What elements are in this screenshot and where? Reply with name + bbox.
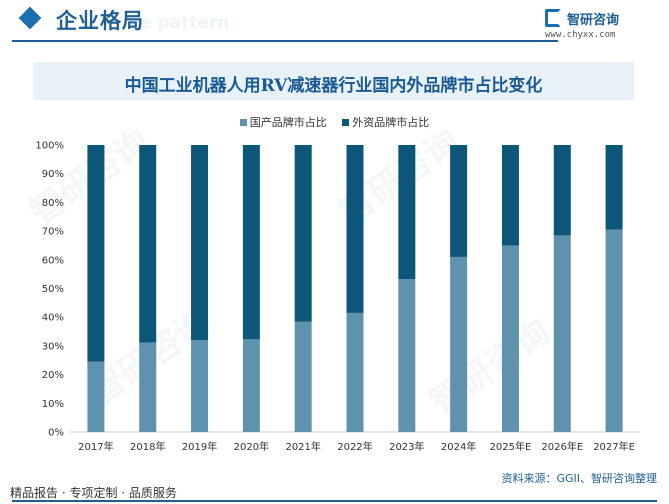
section-subtitle: e pattern [140,13,230,33]
y-tick-label: 60% [42,255,64,266]
bar-domestic [398,279,416,432]
brand-url: www.chyxx.com [545,30,616,40]
bar-domestic [501,245,519,432]
bar-domestic [346,312,364,432]
bar-foreign [294,145,312,322]
y-tick-label: 30% [42,341,64,352]
y-tick-label: 50% [42,284,64,295]
bar-foreign [501,145,519,246]
legend-label-domestic: 国产品牌市占比 [249,116,327,129]
y-tick-label: 20% [42,370,64,381]
legend-swatch-domestic [239,119,247,126]
legend-swatch-foreign [342,119,350,126]
bar-domestic [87,361,105,432]
legend-item-domestic: 国产品牌市占比 [239,114,327,130]
y-tick-label: 10% [42,399,64,410]
y-tick-label: 70% [42,227,64,238]
chart-title: 中国工业机器人用RV减速器行业国内外品牌市占比变化 [124,76,543,96]
bar-foreign [605,145,623,230]
bar-domestic [553,235,571,432]
y-tick-label: 40% [42,313,64,324]
y-tick-label: 100% [35,141,64,152]
brand-name: 智研咨询 [567,13,620,28]
x-tick-label: 2026年E [541,440,583,453]
y-tick-label: 0% [48,428,64,439]
x-tick-label: 2020年 [234,440,269,453]
bar-foreign [346,145,364,313]
x-tick-label: 2017年 [78,440,113,453]
x-tick-label: 2024年 [441,440,476,453]
y-tick-label: 90% [42,169,64,180]
bar-domestic [242,339,260,432]
bar-foreign [242,145,260,340]
legend-item-foreign: 外资品牌市占比 [342,114,429,130]
x-tick-label: 2025年E [490,440,532,453]
bar-domestic [139,342,157,432]
section-title: 企业格局 [56,9,144,33]
x-tick-label: 2022年 [337,440,372,453]
bar-domestic [450,256,468,432]
x-tick-label: 2027年E [593,440,635,453]
brand: 智研咨询 www.chyxx.com [545,9,655,41]
x-tick-label: 2023年 [389,440,424,453]
page-header: e pattern 企业格局 智研咨询 www.chyxx.com [0,0,669,44]
bar-foreign [87,145,105,362]
y-tick-label: 80% [42,198,64,209]
x-tick-label: 2019年 [182,440,217,453]
footer-tagline: 精品报告 · 专项定制 · 品质服务 [10,486,177,500]
x-tick-label: 2018年 [130,440,165,453]
bar-foreign [139,145,157,343]
bar-foreign [191,145,209,341]
brand-logo-icon [545,9,561,27]
footer-divider [12,500,657,502]
source-note: 资料来源：GGII、智研咨询整理 [501,472,657,485]
stacked-bar-chart: 0% 10% 20% 30% 40% 50% 60% 70% 80% 90% 100% 2017年 20… [35,141,640,453]
bar-foreign [450,145,468,257]
bar-domestic [191,340,209,432]
header-divider [12,40,558,42]
chart-title-band: 中国工业机器人用RV减速器行业国内外品牌市占比变化 [33,62,634,100]
bar-foreign [553,145,571,236]
bar-domestic [605,229,623,432]
chart-legend: 国产品牌市占比 外资品牌市占比 [0,114,669,130]
legend-label-foreign: 外资品牌市占比 [352,116,430,129]
bar-foreign [398,145,416,280]
x-tick-label: 2021年 [285,440,320,453]
bar-domestic [294,321,312,432]
